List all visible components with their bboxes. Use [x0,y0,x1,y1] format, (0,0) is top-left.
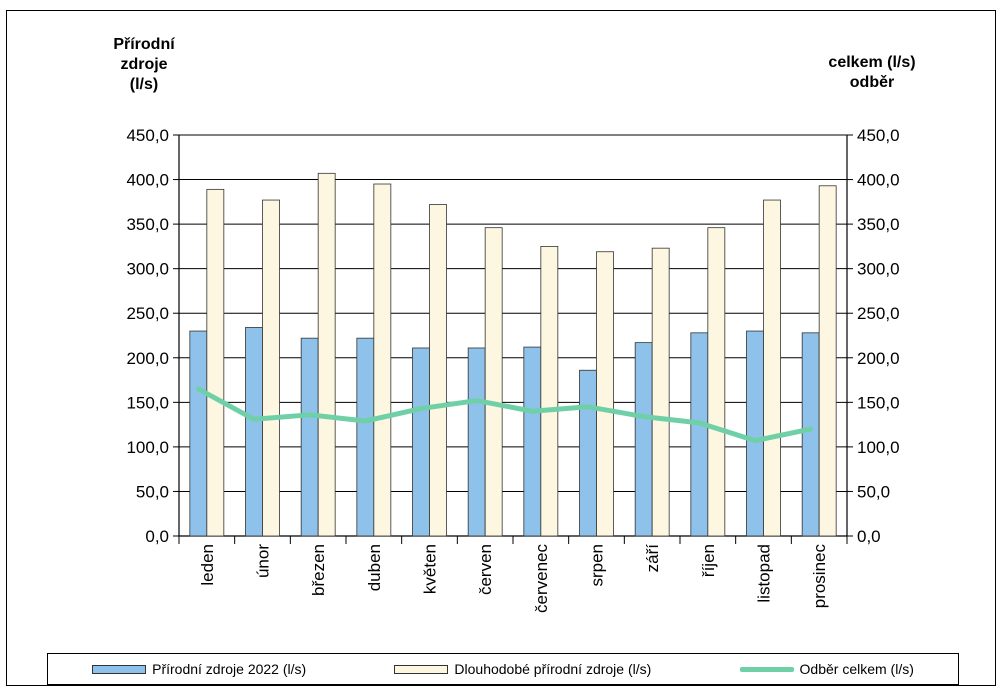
legend-label-primary: Přírodní zdroje 2022 (l/s) [152,661,307,677]
x-tick-label: září [643,544,662,573]
x-tick-label: prosinec [810,544,829,609]
y-tick-label-right: 100,0 [857,438,900,457]
legend-swatch-secondary [394,664,449,674]
left-axis-title: Přírodní zdroje (l/s) [99,35,189,95]
bar-primary [690,332,709,537]
bar-secondary [763,199,781,537]
bar-secondary [818,185,837,537]
legend-item-secondary: Dlouhodobé přírodní zdroje (l/s) [394,661,651,677]
y-tick-label-left: 100,0 [126,438,169,457]
chart-frame: Přírodní zdroje (l/s) celkem (l/s) odběr… [6,10,996,686]
y-tick-label-left: 50,0 [136,482,169,501]
x-tick-label: listopad [755,544,774,603]
bar-primary [579,369,597,537]
bar-secondary [540,245,559,537]
legend-label-secondary: Dlouhodobé přírodní zdroje (l/s) [454,661,652,677]
bar-primary [300,337,319,537]
right-axis-title-line-2: odběr [849,74,895,91]
y-tick-label-right: 400,0 [857,171,900,190]
x-tick-label: květen [421,544,440,594]
y-tick-label-right: 150,0 [857,393,900,412]
legend-label-line: Odběr celkem (l/s) [799,661,914,677]
y-tick-label-right: 300,0 [857,260,900,279]
bar-primary [801,332,820,537]
bar-primary [245,327,263,537]
legend-swatch-line [739,666,794,672]
bar-primary [746,330,764,537]
y-tick-label-left: 0,0 [145,527,169,546]
legend-item-line: Odběr celkem (l/s) [739,661,914,677]
bar-primary [412,347,430,537]
bar-secondary [596,251,614,537]
legend: Přírodní zdroje 2022 (l/s) Dlouhodobé př… [47,653,959,685]
y-tick-label-left: 450,0 [126,126,169,145]
x-tick-label: leden [198,544,217,586]
x-tick-label: říjen [699,544,718,577]
left-axis-title-line-1: Přírodní [113,36,175,53]
x-tick-label: srpen [588,544,607,587]
left-axis-title-line-2: zdroje [120,56,168,73]
legend-swatch-primary [92,664,147,674]
y-tick-label-right: 250,0 [857,304,900,323]
legend-item-primary: Přírodní zdroje 2022 (l/s) [92,661,306,677]
bar-secondary [651,247,670,537]
bar-primary [356,337,375,537]
x-tick-label: únor [254,544,273,578]
bar-secondary [429,204,447,537]
bar-primary [634,342,653,537]
bar-primary [467,347,486,537]
y-tick-label-right: 50,0 [857,482,890,501]
series-line-odber [195,386,814,444]
bar-secondary [317,172,336,537]
chart-plot: 0,0 0,0 50,0 50,0 100,0 100,0 150,0 150,0 200,0 2… [126,126,900,613]
right-axis-title-line-1: celkem (l/s) [828,54,916,71]
bar-secondary [484,227,503,537]
y-tick-label-left: 300,0 [126,260,169,279]
y-tick-label-right: 450,0 [857,126,900,145]
x-tick-label: červen [476,544,495,595]
left-axis-title-line-3: (l/s) [129,76,159,93]
y-tick-label-right: 0,0 [857,527,881,546]
y-tick-label-right: 350,0 [857,215,900,234]
y-tick-label-left: 400,0 [126,171,169,190]
x-tick-label: červenec [532,544,551,613]
bar-secondary [206,188,225,537]
y-tick-label-left: 250,0 [126,304,169,323]
y-tick-label-left: 350,0 [126,215,169,234]
x-tick-label: březen [309,544,328,596]
y-tick-label-left: 150,0 [126,393,169,412]
y-tick-label-right: 200,0 [857,349,900,368]
bar-secondary [373,183,392,537]
bar-secondary [707,227,726,537]
x-tick-label: duben [365,544,384,591]
bar-primary [523,346,542,537]
bar-primary [189,330,208,537]
right-axis-title: celkem (l/s) odběr [807,53,937,93]
bar-secondary [262,199,280,537]
y-tick-label-left: 200,0 [126,349,169,368]
